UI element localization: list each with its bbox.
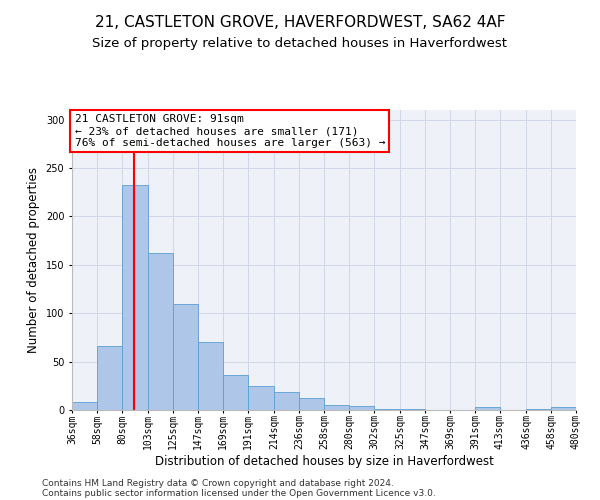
Bar — [148, 253, 173, 410]
Bar — [324, 405, 349, 410]
Bar — [274, 392, 299, 410]
Bar — [475, 407, 500, 410]
Text: Size of property relative to detached houses in Haverfordwest: Size of property relative to detached ho… — [92, 38, 508, 51]
Bar — [551, 407, 576, 410]
Bar — [299, 398, 324, 410]
Bar — [72, 402, 97, 410]
Bar — [223, 375, 248, 410]
Text: Contains HM Land Registry data © Crown copyright and database right 2024.: Contains HM Land Registry data © Crown c… — [42, 478, 394, 488]
Bar — [248, 386, 274, 410]
Bar — [526, 409, 551, 410]
Bar — [400, 409, 425, 410]
Y-axis label: Number of detached properties: Number of detached properties — [27, 167, 40, 353]
Text: 21 CASTLETON GROVE: 91sqm
← 23% of detached houses are smaller (171)
76% of semi: 21 CASTLETON GROVE: 91sqm ← 23% of detac… — [74, 114, 385, 148]
X-axis label: Distribution of detached houses by size in Haverfordwest: Distribution of detached houses by size … — [155, 455, 493, 468]
Bar — [173, 304, 198, 410]
Bar — [374, 409, 400, 410]
Bar — [122, 186, 148, 410]
Text: Contains public sector information licensed under the Open Government Licence v3: Contains public sector information licen… — [42, 488, 436, 498]
Bar — [97, 346, 122, 410]
Text: 21, CASTLETON GROVE, HAVERFORDWEST, SA62 4AF: 21, CASTLETON GROVE, HAVERFORDWEST, SA62… — [95, 15, 505, 30]
Bar — [349, 406, 374, 410]
Bar — [198, 342, 223, 410]
